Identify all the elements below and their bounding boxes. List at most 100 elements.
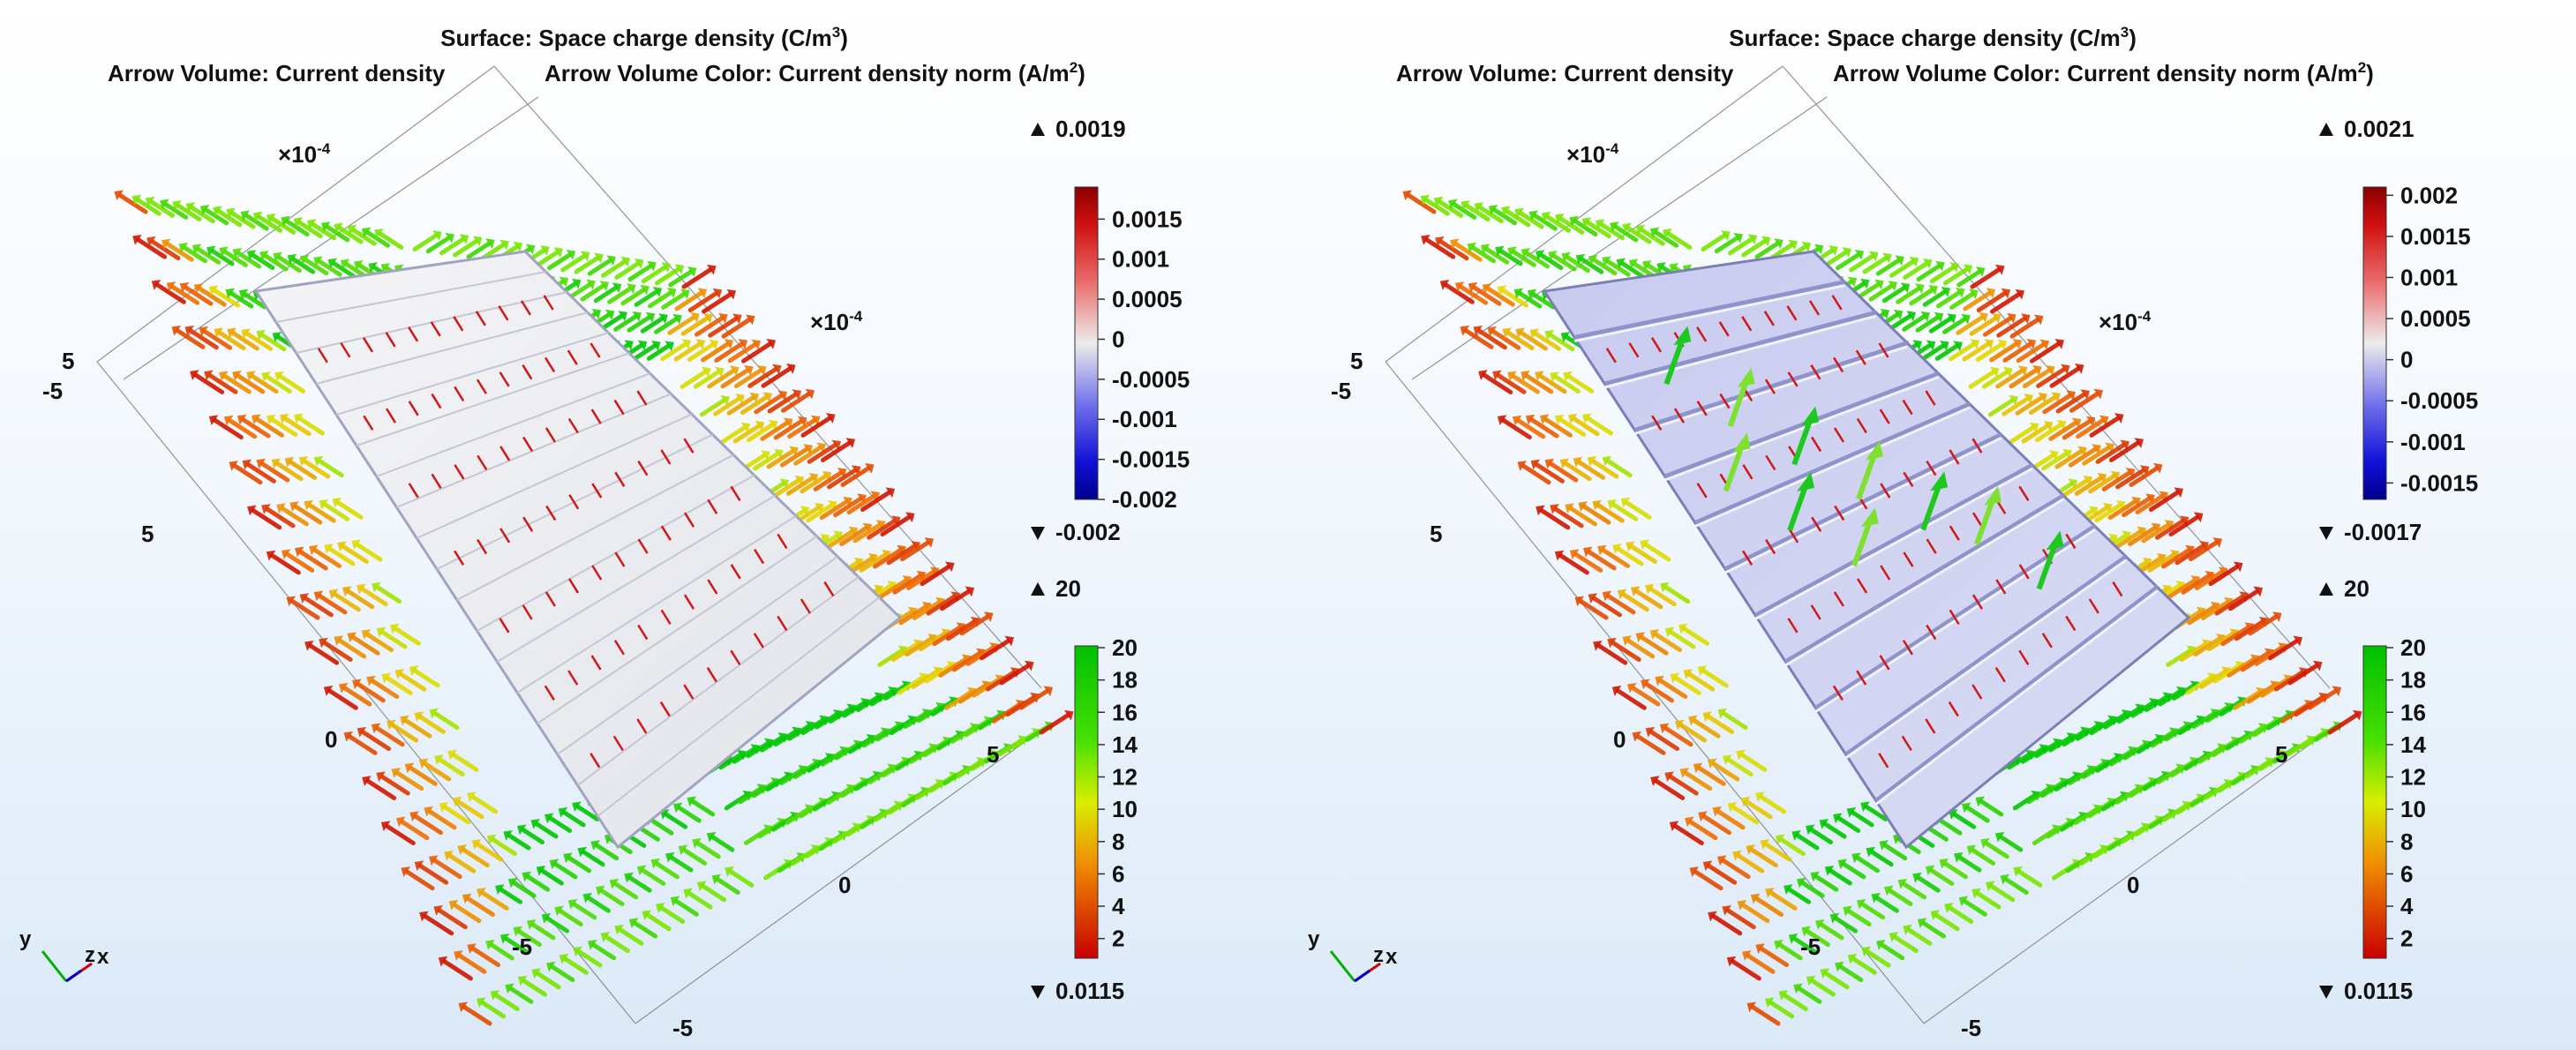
arrow-head [1439, 280, 1450, 290]
arrow-mark [1484, 246, 1510, 265]
arrow-mark [447, 853, 477, 874]
arrow-head [1626, 682, 1637, 694]
arrow-head [1958, 896, 1969, 907]
arrow-head [380, 263, 391, 274]
axis-multiplier: ×10-4 [278, 140, 331, 168]
max-triangle [1031, 582, 1045, 596]
arrow-head [1740, 796, 1751, 807]
arrow-mark [303, 596, 334, 618]
arrow-mark [2200, 600, 2230, 620]
arrow-head [338, 682, 349, 694]
arrow-head [281, 215, 290, 227]
red-arrow [430, 321, 441, 337]
arrow-head [1697, 665, 1708, 677]
arrow-head [1761, 236, 1771, 247]
arrow-mark [1957, 855, 1982, 873]
arrow-tick-label: 12 [1112, 764, 1138, 791]
arrow-head [1573, 456, 1583, 468]
arrow-head [132, 234, 142, 245]
arrow-mark [1673, 823, 1704, 846]
arrow-mark [1769, 1000, 1795, 1019]
arrow-mark [702, 292, 732, 314]
arrow-head [471, 839, 482, 850]
arrow-head [219, 246, 229, 258]
arrow-head [1765, 887, 1775, 898]
arrow-mark [1882, 843, 1908, 861]
arrow-head [1685, 816, 1694, 828]
arrow-head [1575, 253, 1586, 265]
arrow-head [1880, 308, 1890, 319]
surface-legend: 0.00210.0020.00150.0010.00050-0.0005-0.0… [2319, 116, 2478, 545]
arrow-mark [385, 823, 416, 846]
arrow-mark [508, 986, 534, 1004]
arrow-mark [2150, 730, 2175, 748]
inner-arrows [1605, 295, 2123, 769]
y-tick-label: 5 [1430, 521, 1442, 547]
arrow-mark [1754, 241, 1780, 259]
arrow-head [672, 313, 682, 325]
arrow-mark [1500, 288, 1528, 308]
red-arrow [636, 718, 648, 734]
red-arrow [1855, 349, 1866, 365]
arrow-mark [1524, 373, 1554, 394]
arrow-head [272, 332, 282, 342]
red-arrow [1902, 399, 1913, 416]
arrow-mark [2155, 518, 2186, 540]
arrow-mark [1039, 713, 1070, 735]
arrow-head [454, 950, 463, 961]
arrow-head [1806, 975, 1816, 986]
arrow-head [1507, 246, 1517, 258]
arrow-mark [417, 714, 446, 734]
arrow-head [1819, 818, 1829, 829]
arrow-mark [1534, 461, 1565, 484]
arrow-head [178, 242, 189, 253]
arrow-head [1712, 806, 1722, 817]
arrow-head [246, 371, 256, 382]
arrow-mark [1850, 810, 1874, 828]
arrow-head [1635, 632, 1646, 643]
triad-z-axis [65, 969, 82, 983]
arrow-mark [1492, 207, 1517, 226]
arrow-head [247, 505, 257, 516]
red-arrow [1696, 401, 1708, 416]
arrow-mark [707, 368, 736, 389]
arrow-mark [779, 446, 809, 468]
red-arrow [613, 399, 625, 416]
arrow-mark [594, 843, 620, 861]
arrow-head [618, 311, 627, 322]
arrow-head [1854, 250, 1865, 260]
arrow-mark [806, 503, 834, 523]
arrow-mark [1576, 460, 1605, 480]
arrow-mark [1573, 219, 1598, 236]
arrow-head [334, 222, 343, 234]
arrow-head [1617, 589, 1627, 600]
arrow-mark [2026, 786, 2051, 805]
arrow-mark [222, 249, 248, 267]
arrow-head [540, 245, 550, 256]
arrow-mark [1956, 269, 1982, 288]
y-tick-label: -5 [42, 378, 63, 404]
box-edge [493, 65, 1042, 689]
arrow-head [267, 214, 276, 224]
arrow-mark [2233, 690, 2262, 710]
axis-triad [1329, 950, 1381, 983]
arrow-head [609, 878, 620, 889]
arrow-tick-label: 4 [1112, 893, 1125, 919]
arrow-head [1626, 541, 1635, 552]
arrow-head [729, 365, 740, 377]
arrow-mark [1696, 765, 1726, 786]
arrow-mark [480, 890, 509, 911]
arrow-head [261, 371, 271, 382]
arrow-head [256, 329, 266, 341]
arrow-mark [932, 625, 962, 647]
box-edge [1385, 361, 1925, 1024]
arrow-mark [738, 786, 762, 805]
arrow-mark [575, 804, 600, 821]
arrow-mark [2095, 442, 2126, 464]
arrow-color-label-text: Arrow Volume Color: Current density norm… [1833, 60, 2358, 86]
arrow-mark [439, 236, 465, 256]
arrow-mark [375, 585, 402, 604]
arrow-mark [613, 314, 638, 332]
arrow-mark [265, 506, 296, 529]
arrow-mark [175, 328, 206, 349]
